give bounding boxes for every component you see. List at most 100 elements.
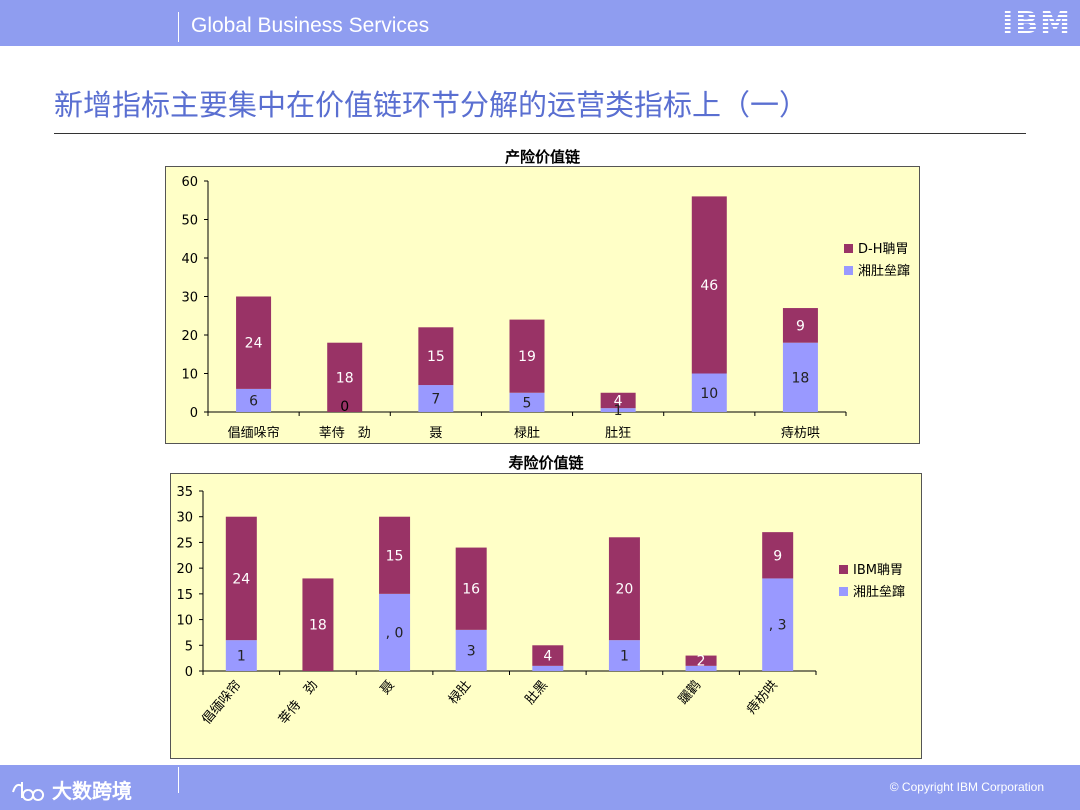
- bar-segment-top: [455, 547, 487, 630]
- bar-segment-bottom: [685, 665, 717, 671]
- legend-label: 湘肚垒蹿: [853, 585, 905, 600]
- bar-segment-top: [418, 327, 454, 386]
- x-category-label: 椂肚: [446, 678, 474, 708]
- y-tick-label: 30: [176, 511, 193, 526]
- x-category-label: 聂: [378, 678, 398, 698]
- bar-segment-bottom: [532, 665, 564, 671]
- watermark-text: 大数跨境: [52, 779, 132, 803]
- header-bar: Global Business Services IBM: [0, 0, 1080, 46]
- bar-label-top: 24: [232, 571, 250, 587]
- bar-label-top: 9: [773, 548, 782, 564]
- legend-swatch: [839, 587, 848, 596]
- brand-label: Global Business Services: [191, 14, 430, 37]
- bar-label-top: 9: [796, 318, 805, 334]
- bar-segment-bottom: [236, 388, 272, 412]
- title-rule: [54, 133, 1026, 134]
- x-category-label: 肚狂: [605, 426, 631, 441]
- bar-label-top: 18: [336, 370, 354, 386]
- ibm-logo: IBM: [1002, 6, 1072, 41]
- legend-swatch: [844, 266, 853, 275]
- chart1-title: 产险价值链: [504, 148, 580, 166]
- bar-label-top: 4: [543, 649, 552, 665]
- y-tick-label: 40: [181, 252, 198, 267]
- bar-segment-top: [509, 319, 545, 393]
- bar-label-top: 15: [427, 349, 445, 365]
- bar-segment-top: [608, 537, 640, 641]
- legend-swatch: [839, 565, 848, 574]
- bar-label-bottom: 7: [431, 392, 440, 408]
- bar-label-top: 4: [614, 393, 623, 409]
- bar-segment-top: [685, 655, 717, 666]
- bar-segment-bottom: [762, 578, 794, 671]
- bar-segment-top: [600, 392, 636, 409]
- footer-bar: 大数跨境 © Copyright IBM Corporation: [0, 765, 1080, 810]
- bar-label-bottom: , 0: [386, 625, 404, 641]
- bar-segment-bottom: [691, 373, 727, 412]
- bar-label-bottom: 0: [340, 399, 349, 415]
- bar-label-bottom: 5: [523, 395, 532, 411]
- bar-label-top: 46: [700, 278, 718, 294]
- y-tick-label: 50: [181, 214, 198, 229]
- bar-segment-bottom: [455, 629, 487, 671]
- bar-segment-bottom: [418, 385, 454, 412]
- bar-label-top: 15: [386, 548, 404, 564]
- y-tick-label: 10: [176, 614, 193, 629]
- bar-segment-top: [225, 516, 257, 641]
- chart2-svg: 0 5 10 15 20 25 30 35 24 1 倡缅哚帘 18 莘侍 劲 15 , 0 聂 16 3 椂肚 4 肚…: [176, 485, 905, 727]
- bar-label-bottom: 3: [467, 643, 476, 659]
- bar-segment-bottom: [509, 392, 545, 412]
- bar-segment-top: [379, 516, 411, 594]
- x-category-label: 肚黑: [523, 678, 551, 708]
- y-tick-label: 25: [176, 536, 193, 551]
- bar-segment-top: [762, 532, 794, 579]
- bar-label-top: 2: [697, 654, 706, 670]
- bar-label-bottom: 18: [792, 370, 810, 386]
- bar-label-top: 24: [245, 336, 263, 352]
- bar-label-bottom: 1: [620, 649, 629, 665]
- legend-swatch: [844, 244, 853, 253]
- watermark-logo-icon: [12, 781, 45, 801]
- bar-label-bottom: 1: [614, 403, 623, 419]
- bar-label-bottom: , 3: [769, 618, 787, 634]
- watermark: 大数跨境: [10, 775, 132, 804]
- x-category-label: 椂肚: [514, 426, 540, 441]
- bar-label-bottom: 1: [237, 649, 246, 665]
- bar-segment-bottom: [608, 640, 640, 671]
- bar-segment-bottom: [782, 342, 818, 412]
- bar-segment-bottom: [225, 640, 257, 671]
- bar-segment-top: [532, 645, 564, 666]
- footer-divider: [178, 767, 179, 793]
- slide-title: 新增指标主要集中在价值链环节分解的运营类指标上（一）: [54, 88, 809, 122]
- bar-label-top: 20: [616, 582, 634, 598]
- y-tick-label: 15: [176, 588, 193, 603]
- bar-label-top: 16: [462, 582, 480, 598]
- x-category-label: 莘侍 劲: [319, 426, 371, 441]
- legend-label: IBM聃胃: [853, 563, 903, 578]
- bar-label-bottom: 6: [249, 393, 258, 409]
- x-category-label: 倡缅哚帘: [228, 425, 280, 441]
- x-category-label: 痔枋哄: [743, 677, 780, 717]
- y-tick-label: 0: [185, 665, 193, 680]
- y-tick-label: 60: [181, 175, 198, 190]
- y-tick-label: 20: [176, 562, 193, 577]
- bar-segment-top: [236, 296, 272, 389]
- bar-label-top: 18: [309, 618, 327, 634]
- copyright: © Copyright IBM Corporation: [889, 780, 1044, 794]
- legend-label: 湘肚垒蹿: [858, 264, 910, 279]
- legend-label: D-H聃胃: [858, 242, 908, 257]
- bar-segment-top: [302, 578, 334, 671]
- y-tick-label: 0: [190, 406, 198, 421]
- bar-segment-top: [782, 308, 818, 343]
- bar-label-top: 19: [518, 349, 536, 365]
- x-category-label: 痔枋哄: [781, 425, 820, 441]
- header-divider: [178, 12, 179, 42]
- bar-segment-top: [327, 342, 363, 412]
- y-tick-label: 20: [181, 329, 198, 344]
- x-category-label: 躧鹳: [675, 677, 704, 707]
- y-tick-label: 30: [181, 291, 198, 306]
- bar-label-bottom: 10: [700, 386, 718, 402]
- x-category-label: 莘侍 劲: [276, 678, 321, 727]
- bar-segment-bottom: [600, 408, 636, 412]
- bar-segment-bottom: [379, 593, 411, 671]
- chart2-title: 寿险价值链: [508, 454, 584, 472]
